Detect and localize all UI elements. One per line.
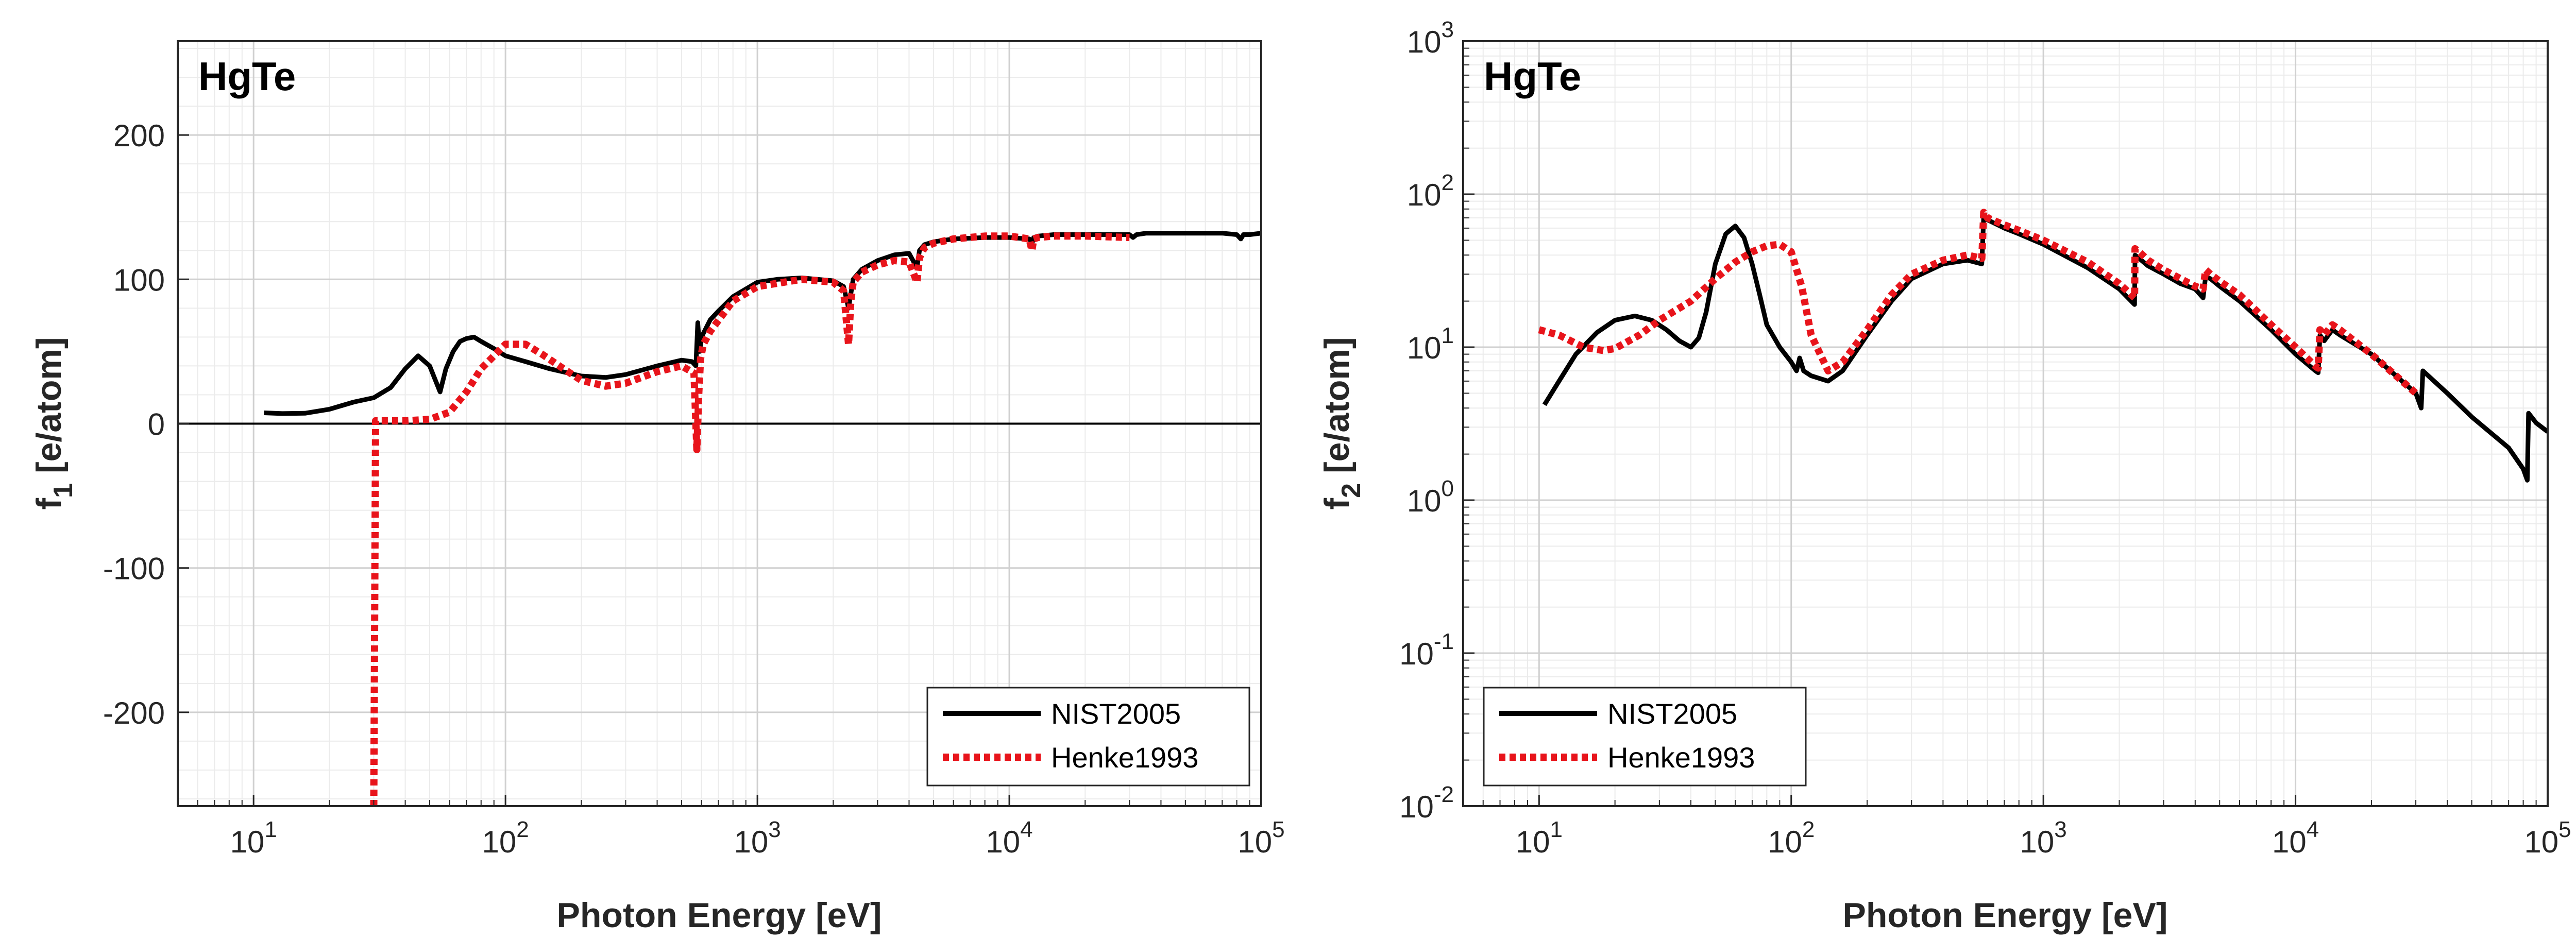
left-x-tick-base: 10 <box>482 825 517 859</box>
left-x-tick-base: 10 <box>1238 825 1272 859</box>
right-legend-label-nist: NIST2005 <box>1607 697 1737 730</box>
right-y-tick-base: 10 <box>1399 790 1434 824</box>
right-y-tick-base: 10 <box>1407 178 1442 212</box>
right-x-tick-label: 104 <box>2272 817 2319 859</box>
left-legend: NIST2005 Henke1993 <box>926 687 1250 787</box>
right-y-tick-label: 10-2 <box>1399 782 1454 824</box>
left-y-label-f: f <box>29 498 69 509</box>
right-x-tick-exp: 3 <box>2054 817 2066 842</box>
right-y-tick-label: 10-1 <box>1399 629 1454 671</box>
right-x-tick-label: 105 <box>2524 817 2571 859</box>
right-y-tick-base: 10 <box>1407 331 1442 365</box>
right-legend: NIST2005 Henke1993 <box>1483 687 1807 787</box>
left-x-tick-exp: 2 <box>516 817 529 842</box>
left-x-tick-label: 101 <box>230 817 277 859</box>
right-y-axis-label: f2 [e/atom] <box>1317 337 1366 510</box>
left-y-label-subscript: 1 <box>48 483 78 498</box>
left-y-tick-label: -100 <box>103 552 165 586</box>
left-chart-title: HgTe <box>198 54 296 99</box>
right-x-tick-base: 10 <box>2272 825 2307 859</box>
right-y-tick-base: 10 <box>1399 637 1434 671</box>
left-x-axis-label: Photon Energy [eV] <box>557 896 882 935</box>
right-x-tick-label: 101 <box>1516 817 1563 859</box>
right-y-tick-label: 102 <box>1407 170 1454 212</box>
right-y-tick-label: 103 <box>1407 17 1454 59</box>
left-y-tick-label: -200 <box>103 696 165 730</box>
right-y-tick-exp: 2 <box>1442 170 1454 195</box>
right-y-label-f: f <box>1317 498 1357 509</box>
left-x-tick-label: 102 <box>482 817 529 859</box>
right-legend-box <box>1483 687 1807 787</box>
right-y-tick-base: 10 <box>1407 25 1442 59</box>
left-legend-label-henke: Henke1993 <box>1051 741 1198 774</box>
left-y-tick-label: 100 <box>113 263 165 297</box>
right-series-nist2005-line <box>1542 213 2549 483</box>
left-x-tick-exp: 4 <box>1020 817 1032 842</box>
right-legend-label-henke: Henke1993 <box>1607 741 1755 774</box>
right-y-tick-exp: 3 <box>1442 17 1454 42</box>
right-y-tick-base: 10 <box>1407 484 1442 518</box>
right-series-group <box>1538 209 2549 483</box>
right-series-henke1993-line <box>1538 209 2418 396</box>
right-x-tick-exp: 1 <box>1550 817 1562 842</box>
left-x-tick-base: 10 <box>986 825 1020 859</box>
right-y-label-subscript: 2 <box>1336 483 1366 498</box>
right-x-tick-base: 10 <box>2524 825 2558 859</box>
left-series-henke1993-line <box>370 232 1130 807</box>
right-x-tick-exp: 5 <box>2558 817 2571 842</box>
right-y-tick-exp: 1 <box>1442 323 1454 348</box>
right-y-tick-label: 101 <box>1407 323 1454 365</box>
right-x-tick-exp: 2 <box>1802 817 1815 842</box>
left-y-label-unit: [e/atom] <box>29 337 69 483</box>
right-x-tick-base: 10 <box>1768 825 1802 859</box>
left-x-tick-label: 104 <box>986 817 1032 859</box>
right-y-tick-exp: -2 <box>1434 782 1454 807</box>
right-x-tick-label: 103 <box>2020 817 2067 859</box>
right-x-axis-label: Photon Energy [eV] <box>1843 896 2168 935</box>
right-y-tick-label: 100 <box>1407 476 1454 518</box>
left-x-tick-exp: 3 <box>768 817 781 842</box>
right-x-tick-label: 102 <box>1768 817 1815 859</box>
left-x-tick-label: 105 <box>1238 817 1284 859</box>
left-x-tick-base: 10 <box>230 825 265 859</box>
right-x-tick-base: 10 <box>2020 825 2055 859</box>
right-y-label-unit: [e/atom] <box>1317 337 1357 483</box>
right-y-tick-exp: -1 <box>1434 629 1454 654</box>
left-y-tick-label: 0 <box>148 407 165 442</box>
right-x-tick-exp: 4 <box>2307 817 2319 842</box>
left-x-tick-label: 103 <box>734 817 781 859</box>
right-y-tick-exp: 0 <box>1442 476 1454 501</box>
left-x-tick-exp: 5 <box>1272 817 1284 842</box>
left-y-axis-label: f1 [e/atom] <box>29 337 78 510</box>
right-plot-area <box>1463 41 2548 806</box>
left-x-tick-exp: 1 <box>264 817 277 842</box>
right-chart-title: HgTe <box>1484 54 1581 99</box>
left-x-tick-base: 10 <box>734 825 768 859</box>
left-legend-label-nist: NIST2005 <box>1051 697 1181 730</box>
left-y-tick-label: 200 <box>113 118 165 153</box>
left-series-group <box>264 231 1262 807</box>
right-x-tick-base: 10 <box>1516 825 1550 859</box>
left-legend-box <box>926 687 1250 787</box>
right-axes-frame <box>1462 40 2549 807</box>
